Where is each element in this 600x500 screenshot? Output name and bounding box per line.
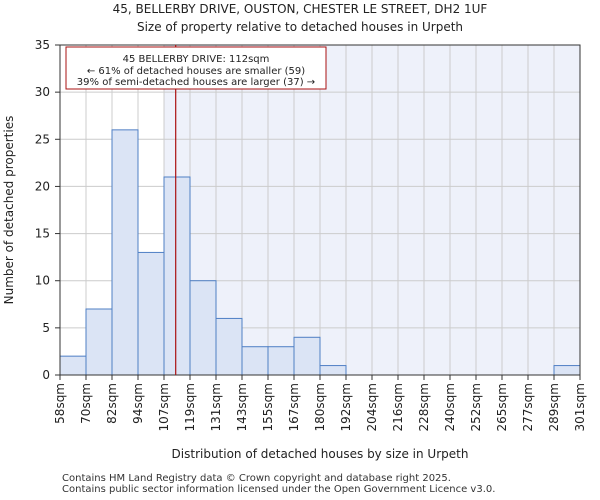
bar [215,317,243,376]
x-tick-label: 216sqm [391,383,405,431]
bar [293,336,321,376]
x-tick-label: 301sqm [573,383,587,431]
bar [267,346,295,376]
y-tick-label: 35 [35,38,50,52]
y-tick-label: 0 [42,368,50,382]
bar [163,176,191,376]
x-tick-label: 70sqm [79,383,93,424]
bar [85,308,113,376]
x-tick-label: 131sqm [209,383,223,431]
x-tick-label: 265sqm [495,383,509,431]
x-tick-label: 119sqm [183,383,197,431]
y-tick-label: 25 [35,132,50,146]
bar [241,346,269,376]
x-tick-label: 277sqm [521,383,535,431]
x-tick-label: 58sqm [53,383,67,424]
y-tick-label: 10 [35,274,50,288]
footer-line1: Contains HM Land Registry data © Crown c… [62,473,451,484]
y-tick-label: 15 [35,227,50,241]
y-tick-label: 30 [35,85,50,99]
bar [137,251,165,376]
x-tick-label: 94sqm [131,383,145,424]
bar [111,129,139,376]
annotation-box [65,46,327,90]
plot-area: 0 5 10 15 20 25 30 35 58sqm 70sqm 82sqm 94sqm 107sqm… [35,38,587,431]
chart-title-line1: 45, BELLERBY DRIVE, OUSTON, CHESTER LE S… [113,2,488,16]
x-tick-label: 167sqm [287,383,301,431]
y-tick-label: 20 [35,179,50,193]
bar [59,355,87,376]
annotation-line2: ← 61% of detached houses are smaller (59… [87,66,305,77]
x-tick-label: 289sqm [547,383,561,431]
y-axis-label: Number of detached properties [2,116,16,305]
chart-title-line2: Size of property relative to detached ho… [137,20,463,34]
x-tick-label: 82sqm [105,383,119,424]
x-tick-label: 155sqm [261,383,275,431]
x-axis-label: Distribution of detached houses by size … [172,447,469,461]
annotation-line1: 45 BELLERBY DRIVE: 112sqm [123,54,270,65]
bar [553,365,581,376]
footer-line2: Contains public sector information licen… [62,484,496,495]
x-tick-label: 192sqm [339,383,353,431]
bar [189,280,217,376]
x-tick-label: 228sqm [417,383,431,431]
x-tick-label: 107sqm [157,383,171,431]
x-tick-label: 240sqm [443,383,457,431]
bar [319,365,347,376]
y-tick-label: 5 [42,321,50,335]
x-tick-label: 252sqm [469,383,483,431]
annotation-line3: 39% of semi-detached houses are larger (… [77,77,315,88]
x-tick-label: 204sqm [365,383,379,431]
x-tick-label: 143sqm [235,383,249,431]
x-tick-label: 180sqm [313,383,327,431]
